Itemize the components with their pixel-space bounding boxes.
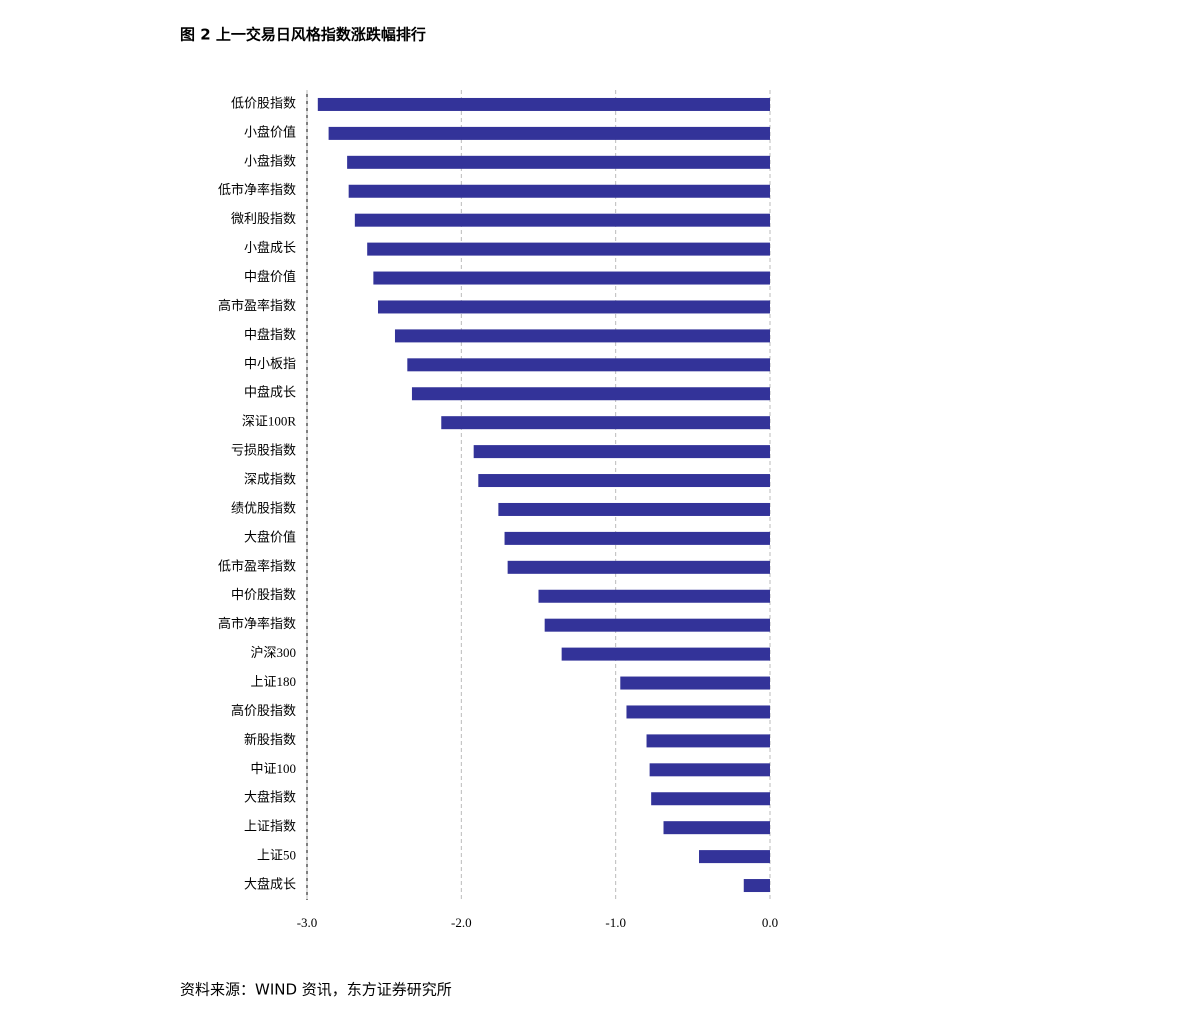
bar — [348, 184, 770, 198]
bar — [649, 763, 770, 777]
bar — [699, 850, 770, 864]
y-tick-label: 高市盈率指数 — [218, 298, 296, 313]
bar — [407, 358, 770, 372]
y-tick-label: 中盘指数 — [244, 327, 296, 342]
x-tick-label: -3.0 — [297, 915, 318, 930]
x-tick-label: -2.0 — [451, 915, 472, 930]
y-tick-label: 小盘成长 — [244, 240, 296, 255]
y-tick-label: 绩优股指数 — [231, 500, 296, 515]
y-tick-label: 大盘价值 — [244, 529, 296, 544]
y-tick-label: 微利股指数 — [231, 211, 296, 226]
bar — [317, 97, 770, 111]
bar — [504, 531, 770, 545]
figure-title: 图 2 上一交易日风格指数涨跌幅排行 — [180, 26, 426, 44]
bar — [478, 474, 770, 488]
x-tick-label: 0.0 — [762, 915, 778, 930]
y-tick-label: 沪深300 — [250, 645, 296, 660]
y-tick-label: 中证100 — [250, 761, 296, 776]
bar — [377, 300, 770, 314]
bar — [620, 676, 770, 690]
y-tick-label: 低市盈率指数 — [218, 558, 296, 573]
bar — [473, 445, 770, 459]
y-tick-label: 小盘价值 — [244, 124, 296, 139]
x-tick-label: -1.0 — [605, 915, 626, 930]
bar — [498, 502, 770, 516]
y-tick-label: 上证50 — [257, 848, 296, 863]
bar — [646, 734, 770, 748]
y-tick-label: 上证180 — [250, 674, 296, 689]
bar — [441, 416, 770, 430]
bar — [663, 821, 770, 835]
y-tick-label: 大盘成长 — [244, 877, 296, 892]
y-tick-label: 大盘指数 — [244, 790, 296, 805]
y-tick-label: 高价股指数 — [231, 703, 296, 718]
bar — [347, 155, 770, 169]
source-note: 资料来源：WIND 资讯，东方证券研究所 — [180, 981, 452, 999]
y-tick-label: 小盘指数 — [244, 153, 296, 168]
bar — [394, 329, 770, 343]
y-tick-label: 中盘价值 — [244, 269, 296, 284]
y-tick-label: 中价股指数 — [231, 587, 296, 602]
bar — [367, 242, 770, 256]
bar — [354, 213, 770, 227]
y-tick-label: 上证指数 — [244, 819, 296, 834]
y-tick-label: 低市净率指数 — [218, 182, 296, 197]
y-tick-label: 中小板指 — [244, 356, 296, 371]
bar — [544, 618, 770, 632]
y-tick-label: 低价股指数 — [231, 95, 296, 110]
y-tick-label: 深成指数 — [244, 472, 296, 487]
bar — [328, 126, 770, 140]
y-tick-label: 高市净率指数 — [218, 616, 296, 631]
bar — [373, 271, 770, 285]
bar — [651, 792, 770, 806]
y-tick-label: 中盘成长 — [244, 385, 296, 400]
bar — [626, 705, 770, 719]
bar — [411, 387, 770, 401]
y-tick-label: 亏损股指数 — [231, 443, 296, 458]
bar — [561, 647, 770, 661]
y-tick-label: 深证100R — [242, 414, 297, 429]
bar — [507, 560, 770, 574]
bar — [743, 879, 770, 893]
bar — [538, 589, 770, 603]
y-tick-label: 新股指数 — [244, 732, 296, 747]
